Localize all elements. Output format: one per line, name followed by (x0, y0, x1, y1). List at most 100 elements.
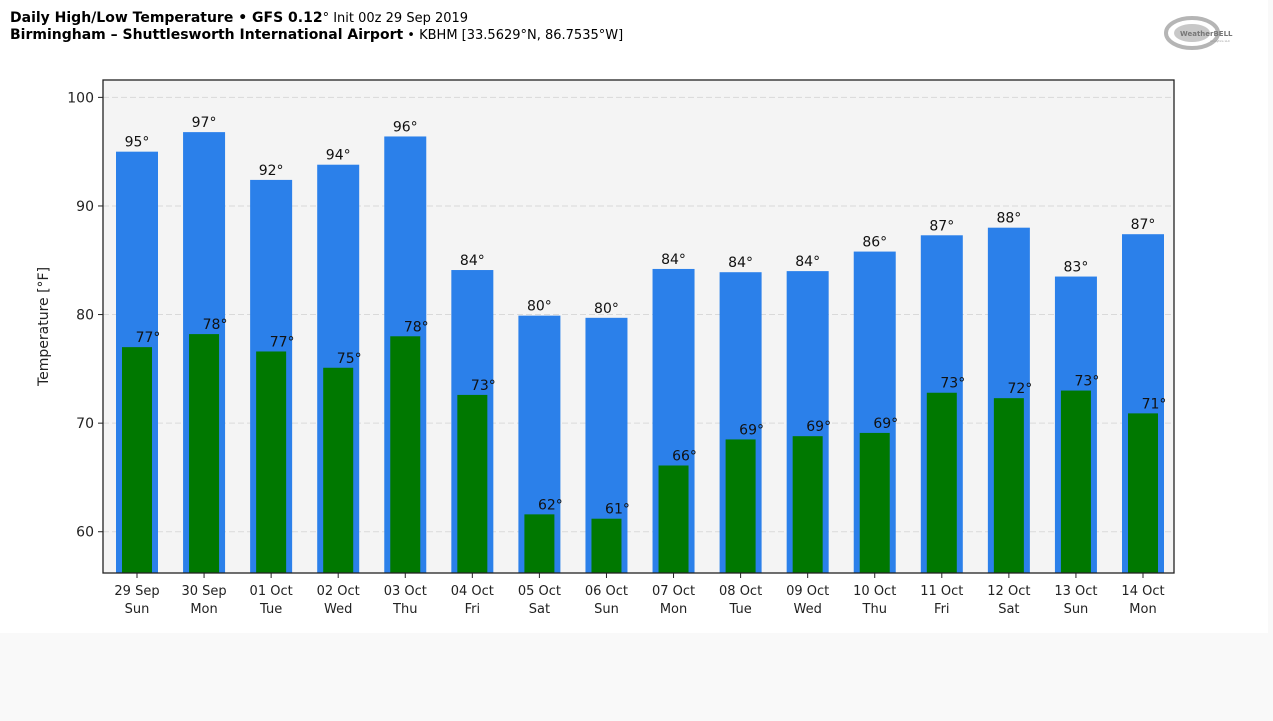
high-value-label: 97° (192, 115, 217, 131)
y-axis-label: Temperature [°F] (36, 267, 52, 387)
high-value-label: 84° (460, 253, 485, 269)
title-main: Daily High/Low Temperature • GFS 0.12 (10, 10, 323, 26)
x-tick-date: 13 Oct (1054, 584, 1097, 599)
x-tick-day: Wed (793, 602, 821, 617)
x-tick-day: Mon (660, 602, 687, 617)
x-tick-day: Mon (1129, 602, 1156, 617)
x-tick-date: 04 Oct (451, 584, 494, 599)
high-value-label: 80° (594, 301, 619, 317)
low-bar (591, 518, 622, 573)
low-value-label: 71° (1142, 396, 1167, 412)
high-value-label: 80° (527, 299, 552, 315)
low-value-label: 62° (538, 497, 563, 513)
x-tick-day: Sun (1064, 602, 1089, 617)
x-tick-day: Mon (190, 602, 217, 617)
weatherbell-logo: WeatherBELL Analytics LLC (1164, 16, 1233, 50)
low-bar (658, 465, 689, 573)
low-bar (792, 436, 823, 573)
x-tick-date: 06 Oct (585, 584, 628, 599)
chart-canvas: 95° 97° 92° 94° 96° 84° 80° 80° 84° 84° 84° 86° 87° 8… (36, 79, 1175, 617)
x-tick-date: 07 Oct (652, 584, 695, 599)
x-tick-day: Tue (259, 602, 282, 617)
x-axis: 29 Sep Sun 30 Sep Mon 01 Oct Tue 02 Oct Wed 03 O… (114, 573, 1165, 617)
low-labels: 77° 78° 77° 75° 78° 73° 62° 61° 66° 69° 69° 69° 73° 7… (136, 317, 1167, 518)
low-value-label: 69° (873, 416, 898, 432)
high-value-label: 96° (393, 119, 418, 135)
high-value-label: 86° (862, 235, 887, 251)
high-labels: 95° 97° 92° 94° 96° 84° 80° 80° 84° 84° 84° 86° 87° 8… (125, 115, 1156, 317)
high-value-label: 84° (795, 254, 820, 270)
low-bar (256, 351, 287, 573)
high-value-label: 92° (259, 163, 284, 179)
y-axis: 60 70 80 90 100 (67, 90, 103, 541)
low-bar (390, 336, 421, 573)
low-bar (926, 392, 957, 573)
x-tick-date: 11 Oct (920, 584, 963, 599)
x-tick-date: 29 Sep (114, 584, 159, 599)
low-bar (1128, 413, 1158, 573)
station-name: Birmingham – Shuttlesworth International… (10, 27, 404, 43)
low-value-label: 75° (337, 351, 362, 367)
logo-swirl-icon (1164, 16, 1220, 50)
low-value-label: 69° (806, 419, 831, 435)
y-tick-label: 60 (76, 525, 94, 541)
x-tick-date: 08 Oct (719, 584, 762, 599)
low-value-label: 78° (404, 319, 429, 335)
low-value-label: 73° (471, 378, 496, 394)
title-init: Init 00z 29 Sep 2019 (329, 11, 469, 26)
high-value-label: 87° (929, 218, 954, 234)
low-value-label: 77° (136, 330, 161, 346)
low-bar (1060, 390, 1091, 573)
x-tick-date: 09 Oct (786, 584, 829, 599)
high-value-label: 84° (661, 252, 686, 268)
low-value-label: 66° (672, 448, 697, 464)
low-bar (189, 334, 220, 573)
low-bar (725, 439, 756, 573)
x-tick-date: 02 Oct (317, 584, 360, 599)
logo-text: WeatherBELL (1180, 30, 1233, 38)
low-bar (524, 514, 555, 573)
low-value-label: 61° (605, 502, 630, 518)
high-value-label: 95° (125, 135, 150, 151)
y-tick-label: 100 (67, 90, 94, 106)
x-tick-date: 03 Oct (384, 584, 427, 599)
chart-subtitle: Birmingham – Shuttlesworth International… (10, 27, 623, 44)
high-value-label: 87° (1131, 217, 1156, 233)
low-bar (323, 367, 354, 573)
x-tick-date: 12 Oct (987, 584, 1030, 599)
low-bars (122, 334, 1158, 573)
logo-subtext: Analytics LLC (1210, 39, 1230, 43)
y-tick-label: 90 (76, 199, 94, 215)
low-bar (122, 347, 152, 573)
y-tick-label: 70 (76, 416, 94, 432)
high-value-label: 88° (996, 211, 1021, 227)
x-tick-day: Thu (862, 602, 887, 617)
x-tick-date: 05 Oct (518, 584, 561, 599)
low-value-label: 73° (940, 376, 965, 392)
chart-title: Daily High/Low Temperature • GFS 0.12° I… (10, 10, 468, 27)
low-bar (457, 394, 488, 573)
logo-swirl-inner-icon (1174, 24, 1210, 42)
high-value-label: 83° (1064, 260, 1089, 276)
x-tick-date: 01 Oct (250, 584, 293, 599)
figure: Daily High/Low Temperature • GFS 0.12° I… (10, 10, 1234, 617)
plot-frame (102, 79, 1175, 574)
low-value-label: 77° (270, 334, 295, 350)
x-tick-day: Fri (934, 602, 950, 617)
x-tick-date: 30 Sep (181, 584, 226, 599)
high-value-label: 94° (326, 148, 351, 164)
x-tick-day: Sun (125, 602, 150, 617)
low-bar (859, 432, 890, 573)
low-value-label: 78° (203, 317, 228, 333)
x-tick-date: 14 Oct (1121, 584, 1164, 599)
high-value-label: 84° (728, 255, 753, 271)
low-value-label: 69° (739, 422, 764, 438)
x-tick-date: 10 Oct (853, 584, 896, 599)
y-tick-label: 80 (76, 308, 94, 324)
x-tick-day: Sat (998, 602, 1019, 617)
x-tick-day: Sun (594, 602, 619, 617)
x-tick-day: Tue (728, 602, 751, 617)
x-tick-day: Sat (529, 602, 550, 617)
low-value-label: 73° (1075, 374, 1100, 390)
x-tick-day: Thu (392, 602, 417, 617)
